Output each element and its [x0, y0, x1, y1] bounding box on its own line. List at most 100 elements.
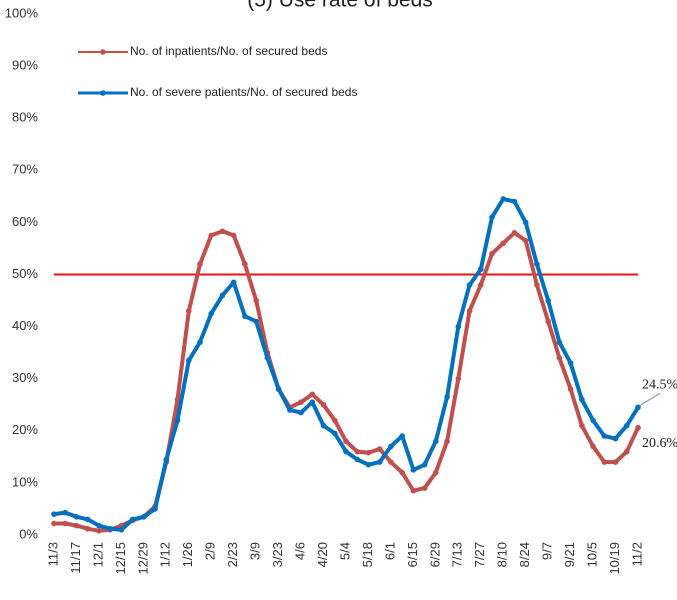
point [51, 511, 57, 517]
x-tick-label: 1/26 [180, 542, 195, 567]
point [331, 430, 338, 437]
point [309, 391, 316, 398]
point [388, 459, 394, 465]
x-tick-label: 6/1 [382, 542, 397, 560]
point [489, 214, 495, 220]
point [410, 467, 417, 473]
point [253, 297, 259, 304]
point [320, 422, 327, 429]
point [298, 399, 304, 405]
point [601, 459, 608, 465]
x-tick-label: 11/2 [629, 542, 644, 566]
point [174, 417, 181, 424]
point [590, 443, 596, 450]
x-tick-label: 3/9 [248, 542, 263, 560]
point [376, 459, 383, 465]
point [84, 525, 91, 532]
legend-label: No. of inpatients/No. of secured beds [130, 44, 327, 58]
point [421, 485, 428, 491]
point [444, 438, 450, 445]
point [421, 461, 428, 468]
point [567, 360, 574, 366]
point [185, 357, 192, 364]
legend-marker [100, 90, 106, 96]
point [477, 282, 484, 288]
y-tick-label: 40% [12, 318, 38, 333]
point [511, 198, 518, 205]
point [579, 396, 585, 403]
x-tick-label: 12/29 [135, 542, 150, 575]
x-tick-label: 8/10 [495, 542, 510, 567]
point [601, 433, 608, 439]
point [522, 219, 529, 226]
point [96, 528, 102, 534]
point [399, 469, 405, 476]
x-tick-label: 8/24 [517, 542, 532, 567]
point [354, 448, 361, 455]
x-tick-label: 12/1 [90, 542, 105, 567]
point [96, 522, 102, 529]
point [219, 292, 226, 299]
y-tick-label: 20% [12, 422, 38, 437]
point [152, 506, 158, 512]
point [197, 339, 203, 346]
legend-label: No. of severe patients/No. of secured be… [130, 85, 357, 99]
x-tick-label: 3/23 [270, 542, 285, 567]
point [253, 318, 259, 325]
point [567, 386, 574, 392]
point [62, 520, 69, 527]
point [534, 282, 540, 288]
point [320, 401, 327, 408]
point [433, 438, 439, 445]
point [51, 520, 57, 527]
series-line [54, 229, 640, 533]
point [455, 375, 462, 382]
point [354, 456, 361, 463]
x-tick-label: 5/18 [360, 542, 375, 567]
point [287, 407, 293, 413]
point [477, 266, 484, 273]
point [343, 448, 349, 455]
y-tick-label: 70% [12, 162, 38, 177]
point [376, 446, 383, 452]
x-tick-label: 11/17 [68, 542, 83, 574]
x-tick-label: 7/13 [450, 542, 465, 567]
point [455, 323, 462, 330]
point [489, 250, 495, 257]
series-line [53, 197, 640, 532]
y-tick-label: 10% [12, 474, 38, 489]
point [365, 449, 372, 456]
point [444, 394, 450, 400]
point [410, 487, 417, 494]
point [365, 461, 372, 468]
point [612, 459, 619, 465]
point [309, 399, 316, 405]
value-label: 20.6% [642, 436, 677, 451]
point [174, 396, 181, 403]
point [388, 443, 394, 450]
x-tick-label: 11/3 [45, 542, 60, 566]
point [635, 424, 641, 431]
x-tick-label: 12/15 [113, 542, 128, 575]
point [556, 339, 563, 346]
point [579, 422, 585, 429]
y-tick-label: 60% [12, 214, 38, 229]
point [84, 516, 91, 523]
point [590, 417, 596, 424]
point [141, 513, 147, 520]
point [466, 308, 473, 314]
chart-title: (5) Use rate of beds [247, 0, 433, 12]
x-tick-label: 6/15 [405, 542, 420, 567]
point [242, 313, 248, 319]
x-tick-label: 4/20 [315, 542, 330, 567]
point [612, 435, 619, 442]
y-tick-label: 100% [5, 5, 39, 20]
point [534, 261, 540, 267]
value-label: 24.5% [642, 378, 677, 393]
point [635, 404, 641, 411]
y-tick-label: 0% [19, 526, 38, 541]
y-tick-label: 80% [12, 110, 38, 125]
point [331, 417, 338, 424]
x-tick-label: 5/4 [337, 542, 352, 560]
